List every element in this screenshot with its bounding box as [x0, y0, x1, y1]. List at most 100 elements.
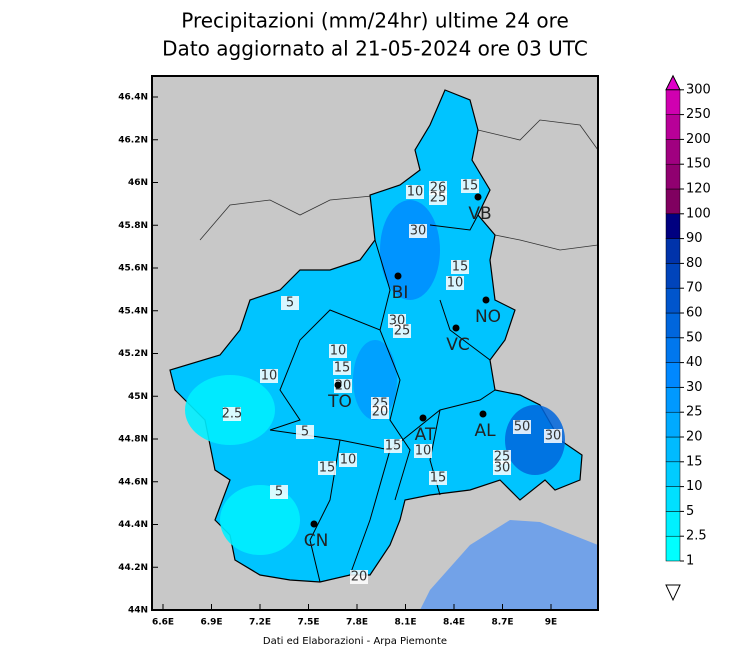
city-label: CN [304, 531, 329, 551]
province-border [429, 214, 479, 231]
colorbar-label: 5 [686, 504, 694, 519]
contour-label: 15 [334, 361, 351, 376]
x-tick-label: 7.2E [249, 618, 271, 628]
colorbar-band [665, 436, 681, 463]
colorbar-band [665, 535, 681, 562]
y-tick-label: 46.4N [118, 93, 148, 103]
colorbar-label: 15 [686, 454, 703, 469]
contour-label-box [296, 425, 314, 439]
contour-label-box [513, 420, 531, 434]
contour-label-box [461, 179, 479, 193]
contour-label-box [429, 191, 447, 205]
y-tick-label: 44.2N [118, 563, 148, 573]
colorbar-band [665, 337, 681, 363]
contour-label-box [493, 461, 511, 475]
contour-label-box [333, 361, 351, 375]
contour-label: 10 [261, 369, 278, 384]
colorbar-band [665, 188, 681, 215]
contour-label-box [270, 485, 288, 499]
colorbar-band [665, 362, 681, 388]
x-tick-label: 6.9E [200, 618, 222, 628]
colorbar-band [665, 511, 681, 537]
contour-label: 25 [430, 191, 447, 206]
title-line: Precipitazioni (mm/24hr) ultime 24 ore [181, 9, 569, 33]
colorbar-label: 250 [686, 107, 711, 122]
colorbar-label: 20 [686, 430, 703, 445]
city-dot [394, 272, 402, 280]
colorbar-band [665, 312, 681, 339]
contour-label: 10 [407, 185, 424, 200]
colorbar-label: 150 [686, 157, 711, 172]
rain-area [220, 485, 300, 555]
province-border [439, 299, 491, 361]
city-dot [452, 324, 460, 332]
y-tick-label: 45.8N [118, 221, 148, 231]
colorbar-label: 200 [686, 132, 711, 147]
colorbar-band [665, 287, 681, 314]
colorbar-band [665, 486, 681, 512]
sea [420, 520, 598, 610]
y-tick-label: 45.6N [118, 264, 148, 274]
contour-label-box [384, 439, 402, 453]
colorbar-label: 80 [686, 256, 703, 271]
colorbar-label: 30 [686, 380, 703, 395]
colorbar-under [665, 584, 681, 602]
province-border [379, 329, 411, 501]
y-tick-label: 46N [128, 178, 148, 188]
colorbar-band [665, 387, 681, 413]
colorbar-band [665, 213, 681, 239]
contour-label: 25 [394, 324, 411, 339]
colorbar-band [665, 139, 681, 165]
colorbar-label: 300 [686, 82, 711, 97]
colorbar-band [665, 89, 681, 115]
colorbar-band [665, 238, 681, 264]
y-tick-label: 45.2N [118, 349, 148, 359]
contour-label-box [281, 296, 299, 310]
city-label: AL [474, 421, 496, 441]
contour-label-box [371, 405, 389, 419]
colorbar-band [665, 461, 681, 487]
border [477, 119, 599, 151]
contour-label-box [393, 324, 411, 338]
colorbar-label: 40 [686, 355, 703, 370]
region [169, 89, 583, 583]
colorbar-label: 100 [686, 206, 711, 221]
y-tick-label: 45.4N [118, 306, 148, 316]
x-tick-label: 6.6E [152, 618, 174, 628]
contour-label: 15 [462, 179, 479, 194]
city-label: BI [392, 283, 409, 303]
colorbar-over [665, 74, 681, 91]
contour-label: 15 [319, 461, 336, 476]
contour-label-box [318, 461, 336, 475]
contour-label-box [493, 450, 511, 464]
contour-label-box [414, 444, 432, 458]
city-dot [310, 520, 318, 528]
contour-label: 15 [430, 471, 447, 486]
contour-label: 20 [372, 405, 389, 420]
y-tick-label: 44N [128, 606, 148, 616]
contour-label-box [260, 369, 278, 383]
colorbar-label: 90 [686, 231, 703, 246]
y-tick-label: 46.2N [118, 135, 148, 145]
contour-label: 5 [301, 425, 309, 440]
city-dot [474, 193, 482, 201]
city-dot [482, 296, 490, 304]
colorbar-band [665, 114, 681, 140]
contour-label: 2.5 [222, 407, 243, 422]
x-tick-label: 8.7E [491, 618, 513, 628]
contour-label-box [406, 185, 424, 199]
city-label: NO [475, 307, 501, 327]
contour-label: 10 [447, 276, 464, 291]
city-label: TO [327, 392, 352, 412]
contour-label-box [544, 429, 562, 443]
city-dot [419, 414, 427, 422]
contour-label: 50 [514, 420, 531, 435]
border [494, 234, 599, 251]
contour-label-box [350, 570, 368, 584]
colorbar-band [665, 263, 681, 289]
footer: Dati ed Elaborazioni - Arpa Piemonte [263, 636, 447, 647]
province-border [269, 389, 496, 451]
x-tick-label: 9E [545, 618, 557, 628]
title-line: Dato aggiornato al 21-05-2024 ore 03 UTC [162, 37, 588, 61]
